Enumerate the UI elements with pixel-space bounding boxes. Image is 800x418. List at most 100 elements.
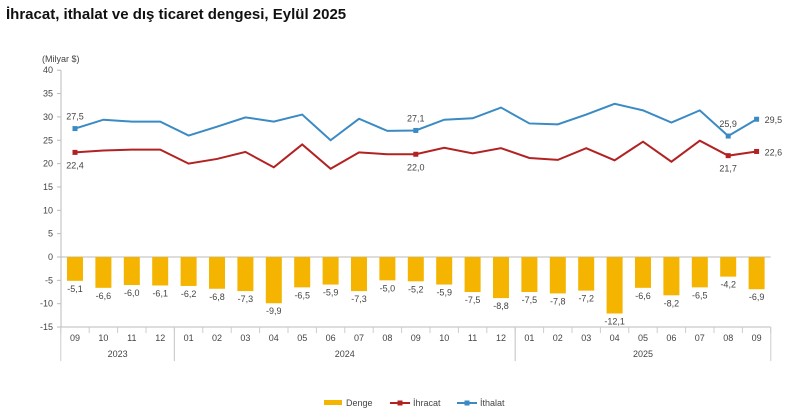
bar-label: -6,5 <box>692 290 708 300</box>
bar-label: -12,1 <box>604 317 625 327</box>
bar-label: -6,0 <box>124 288 140 298</box>
bar-denge <box>691 257 708 288</box>
bar-label: -7,8 <box>550 296 566 306</box>
legend-marker-ithalat <box>464 400 470 406</box>
x-tick-label: 03 <box>581 333 591 343</box>
bar-denge <box>578 257 595 291</box>
point-label-ihracat: 22,6 <box>765 147 783 157</box>
bar-label: -6,6 <box>96 291 112 301</box>
x-tick-label: 09 <box>411 333 421 343</box>
y-tick-label: 15 <box>43 182 53 192</box>
x-tick-label: 01 <box>184 333 194 343</box>
point-ihracat <box>725 153 731 159</box>
bar-denge <box>436 257 453 285</box>
x-tick-label: 06 <box>326 333 336 343</box>
bar-denge <box>351 257 367 292</box>
chart-title: İhracat, ithalat ve dış ticaret dengesi,… <box>6 6 347 23</box>
bar-label: -9,9 <box>266 306 282 316</box>
y-tick-label: 40 <box>43 65 53 75</box>
bar-denge <box>549 257 566 294</box>
point-ithalat <box>725 133 731 139</box>
x-tick-label: 09 <box>752 333 762 343</box>
x-tick-label: 11 <box>127 333 136 343</box>
bar-denge <box>123 257 140 286</box>
bar-label: -5,2 <box>408 284 424 294</box>
point-label-ithalat: 27,1 <box>407 113 425 123</box>
bar-denge <box>521 257 538 293</box>
legend-label-ihracat: İhracat <box>413 398 441 408</box>
point-label-ithalat: 27,5 <box>66 112 84 122</box>
x-tick-label: 02 <box>553 333 563 343</box>
x-tick-label: 11 <box>468 333 477 343</box>
bar-denge <box>237 257 254 292</box>
point-ithalat <box>413 127 419 133</box>
bar-label: -8,8 <box>493 301 509 311</box>
bar-label: -5,1 <box>67 284 83 294</box>
x-tick-label: 02 <box>212 333 222 343</box>
y-tick-label: -10 <box>40 299 53 309</box>
bar-label: -5,9 <box>436 288 452 298</box>
year-label: 2024 <box>335 349 355 359</box>
bar-label: -7,3 <box>238 294 254 304</box>
bar-label: -7,5 <box>465 295 481 305</box>
bar-denge <box>294 257 311 288</box>
bar-denge <box>379 257 396 281</box>
x-tick-label: 10 <box>439 333 449 343</box>
x-tick-label: 03 <box>240 333 250 343</box>
y-axis-label: (Milyar $) <box>42 54 80 64</box>
point-label-ithalat: 29,5 <box>765 115 783 125</box>
bar-denge <box>265 257 282 304</box>
bar-label: -6,1 <box>152 288 168 298</box>
bar-denge <box>663 257 680 296</box>
bar-label: -5,0 <box>380 283 396 293</box>
year-label: 2025 <box>633 349 653 359</box>
point-label-ithalat: 25,9 <box>719 119 737 129</box>
x-tick-label: 07 <box>354 333 364 343</box>
bar-denge <box>606 257 623 314</box>
x-tick-label: 04 <box>610 333 620 343</box>
bar-denge <box>180 257 197 286</box>
y-tick-label: 35 <box>43 89 53 99</box>
y-tick-label: 25 <box>43 135 53 145</box>
bar-label: -6,5 <box>294 290 310 300</box>
point-ihracat <box>72 149 78 155</box>
y-tick-label: 5 <box>48 229 53 239</box>
point-label-ihracat: 22,4 <box>66 160 84 170</box>
bar-denge <box>748 257 765 290</box>
x-tick-label: 10 <box>98 333 108 343</box>
bar-label: -4,2 <box>720 280 736 290</box>
y-tick-label: -15 <box>40 322 53 332</box>
x-tick-label: 12 <box>155 333 165 343</box>
bar-label: -7,2 <box>578 294 594 304</box>
x-tick-label: 08 <box>382 333 392 343</box>
bar-label: -7,5 <box>522 295 538 305</box>
point-label-ihracat: 21,7 <box>719 164 737 174</box>
bar-denge <box>493 257 509 299</box>
point-ithalat <box>72 126 78 132</box>
x-tick-label: 05 <box>638 333 648 343</box>
bar-label: -7,3 <box>351 294 367 304</box>
bar-denge <box>152 257 169 286</box>
x-tick-label: 05 <box>297 333 307 343</box>
y-tick-label: -5 <box>45 275 53 285</box>
legend-marker-ihracat <box>397 400 403 406</box>
bar-denge <box>720 257 737 277</box>
point-ihracat <box>413 151 419 157</box>
bar-denge <box>635 257 651 288</box>
point-label-ihracat: 22,0 <box>407 162 425 172</box>
x-tick-label: 12 <box>496 333 506 343</box>
bar-label: -8,2 <box>664 298 680 308</box>
legend-label-ithalat: İthalat <box>480 398 505 408</box>
bar-denge <box>209 257 225 289</box>
x-tick-label: 01 <box>524 333 534 343</box>
bar-label: -6,6 <box>635 291 651 301</box>
bar-label: -6,9 <box>749 292 765 302</box>
bar-denge <box>322 257 339 285</box>
x-tick-label: 09 <box>70 333 80 343</box>
year-label: 2023 <box>108 349 128 359</box>
bar-label: -6,2 <box>181 289 197 299</box>
x-tick-label: 04 <box>269 333 279 343</box>
bar-denge <box>95 257 112 288</box>
bar-label: -5,9 <box>323 288 339 298</box>
